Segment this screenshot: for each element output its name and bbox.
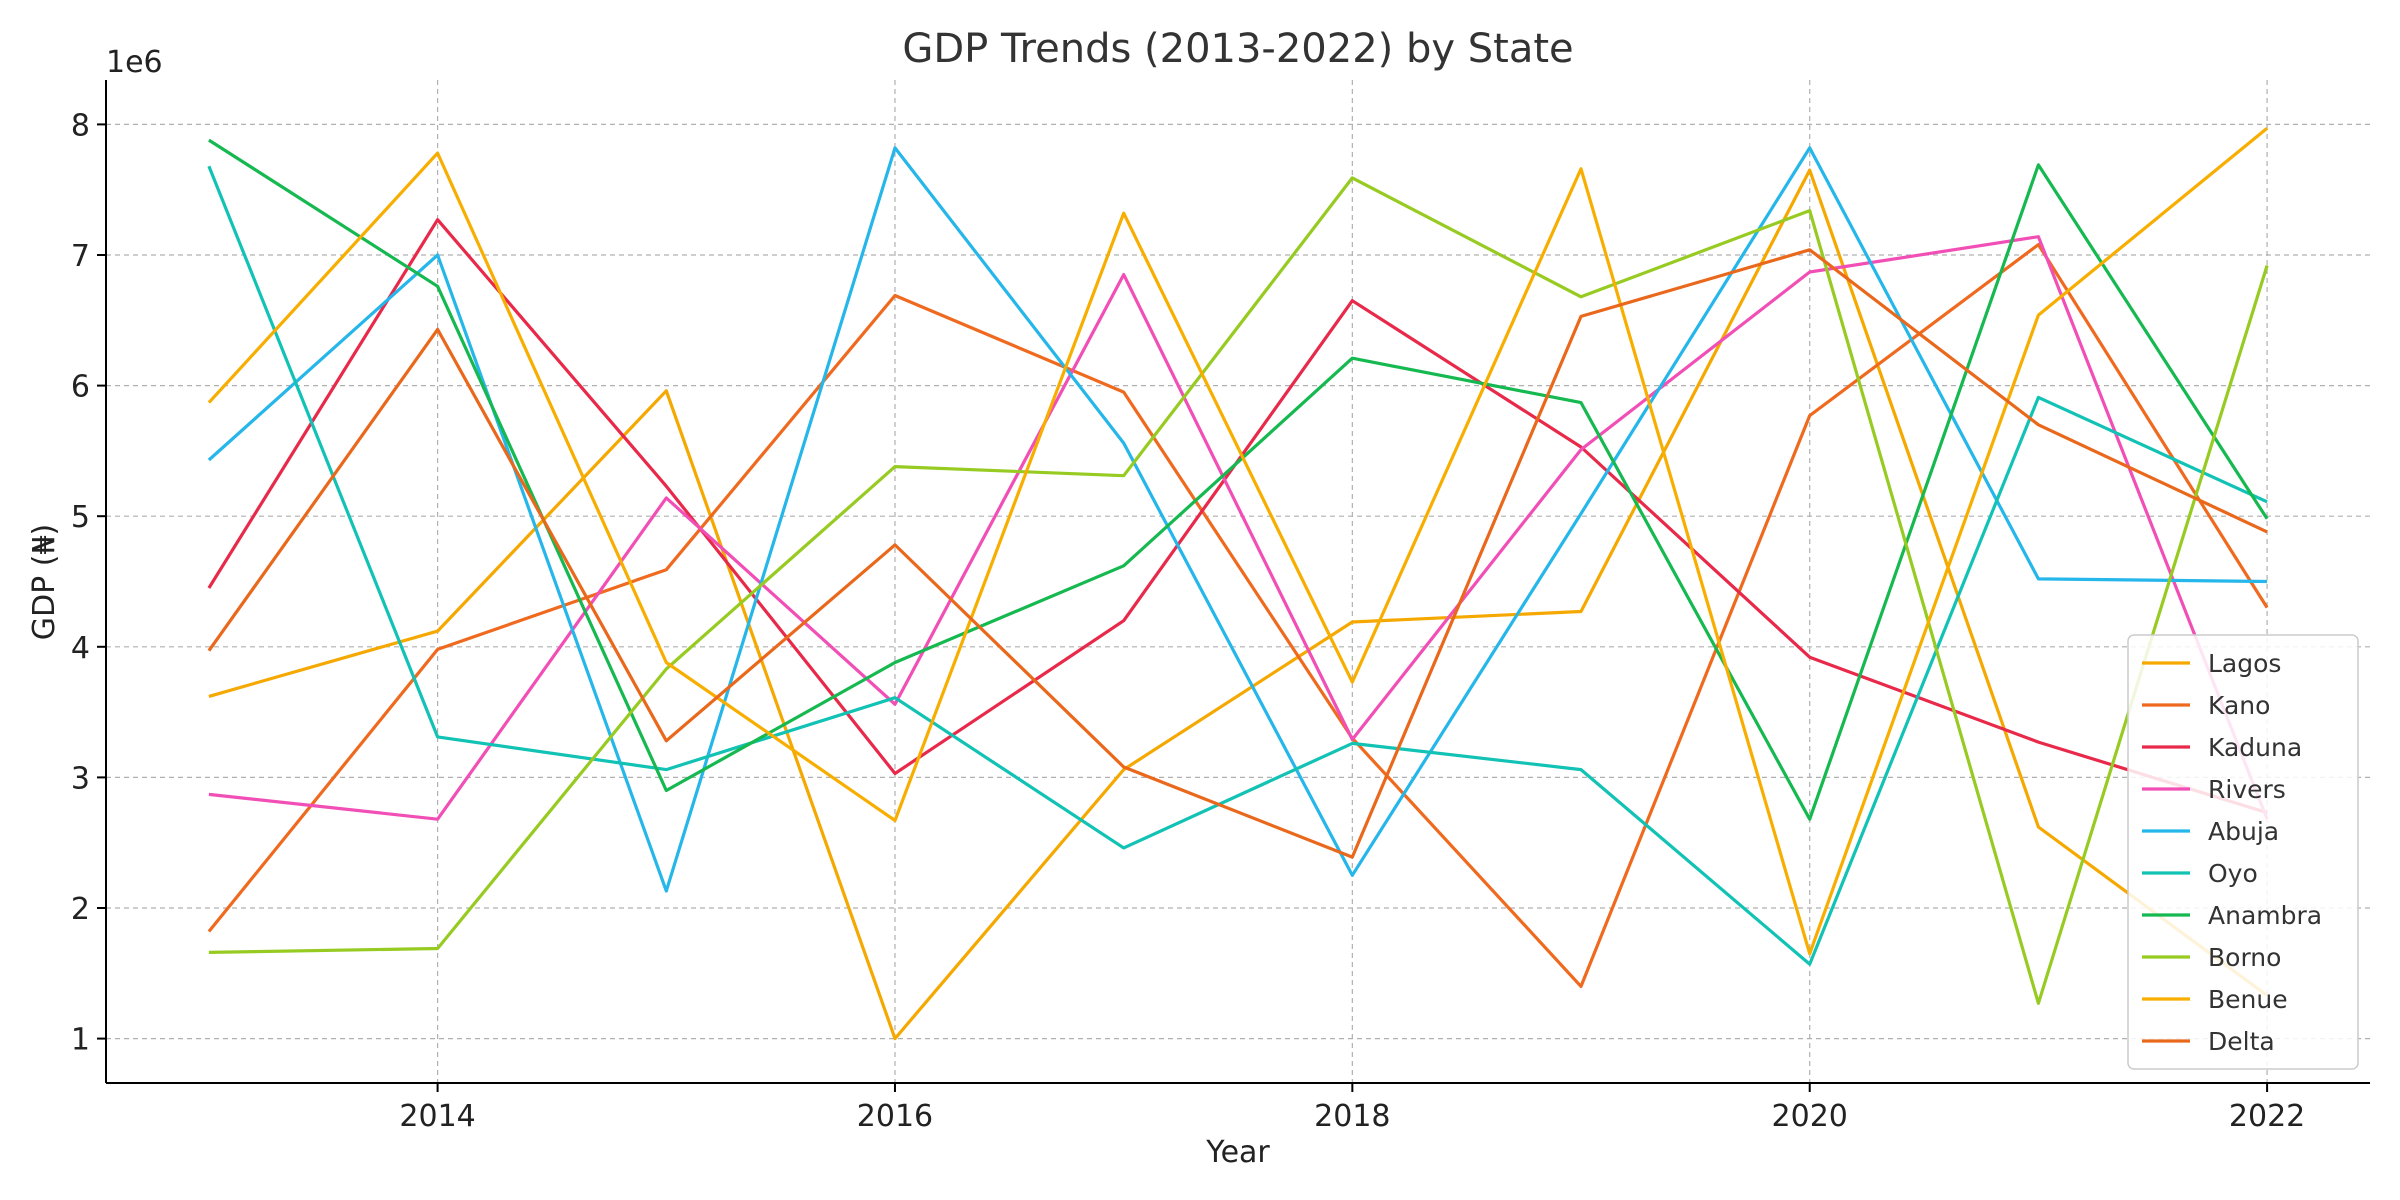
legend-label-delta: Delta <box>2208 1027 2275 1056</box>
y-tick-label: 5 <box>71 500 90 535</box>
series-line-kano <box>207 243 2269 989</box>
y-tick-label: 7 <box>71 239 90 274</box>
legend-label-borno: Borno <box>2208 943 2281 972</box>
y-tick-label: 3 <box>71 761 90 796</box>
y-tick-label: 6 <box>71 370 90 405</box>
y-offset-label: 1e6 <box>106 45 163 80</box>
series-line-delta <box>207 248 2268 859</box>
legend-box <box>2127 634 2359 1070</box>
x-axis-label: Year <box>1205 1135 1270 1170</box>
axes <box>105 80 2370 1084</box>
series-line-rivers <box>208 235 2269 821</box>
x-tick-label: 2016 <box>857 1099 933 1134</box>
legend-label-anambra: Anambra <box>2208 901 2322 930</box>
x-tick-label: 2020 <box>1772 1099 1848 1134</box>
legend-label-lagos: Lagos <box>2208 649 2281 678</box>
x-tick-label: 2022 <box>2229 1099 2305 1134</box>
x-ticks: 2014 2016 2018 2020 2022 <box>399 1083 2305 1134</box>
chart-title: GDP Trends (2013-2022) by State <box>902 26 1573 72</box>
y-ticks: 1 2 3 4 5 6 7 8 <box>71 108 106 1058</box>
series-lines <box>207 127 2269 1041</box>
series-line-lagos <box>208 168 2269 1041</box>
legend-label-kano: Kano <box>2208 691 2270 720</box>
legend-label-rivers: Rivers <box>2208 775 2286 804</box>
series-line-oyo <box>207 165 2268 966</box>
y-tick-label: 2 <box>71 892 90 927</box>
legend-label-benue: Benue <box>2208 985 2288 1014</box>
series-line-borno <box>208 176 2269 1005</box>
y-tick-label: 4 <box>71 631 90 666</box>
y-axis-label: GDP (₦) <box>27 524 62 640</box>
legend: Lagos Kano Kaduna Rivers Abuja Oyo Anambra Born… <box>2127 634 2359 1070</box>
legend-label-oyo: Oyo <box>2208 859 2258 888</box>
y-tick-label: 1 <box>71 1023 90 1058</box>
legend-label-abuja: Abuja <box>2208 817 2279 846</box>
series-line-benue <box>207 127 2269 956</box>
legend-label-kaduna: Kaduna <box>2208 733 2302 762</box>
x-tick-label: 2018 <box>1314 1099 1390 1134</box>
series-line-anambra <box>208 138 2269 821</box>
series-line-abuja <box>207 146 2268 893</box>
y-tick-label: 8 <box>71 108 90 143</box>
x-tick-label: 2014 <box>399 1099 475 1134</box>
